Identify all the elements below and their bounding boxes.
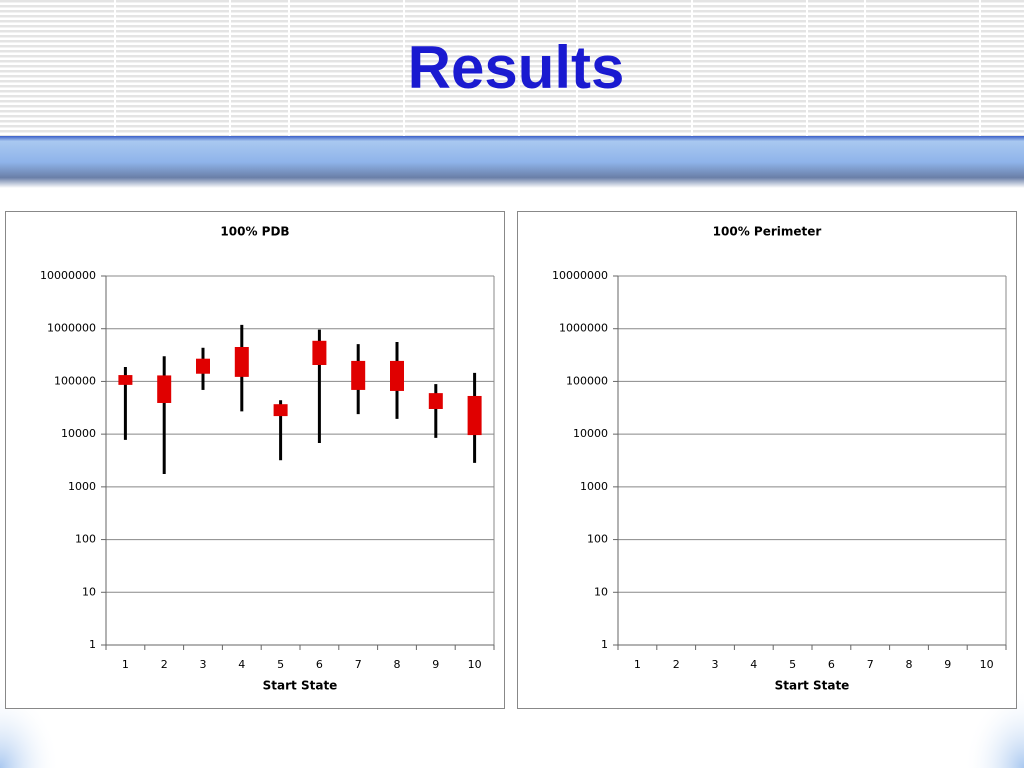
x-tick-label: 8 — [394, 658, 401, 671]
chart-panel — [517, 211, 1017, 709]
box — [273, 404, 288, 417]
y-tick-label: 1000 — [68, 480, 96, 493]
x-tick-label: 3 — [200, 658, 207, 671]
box — [467, 395, 482, 436]
box — [118, 375, 133, 385]
chart-panel — [5, 211, 505, 709]
x-tick-label: 2 — [673, 658, 680, 671]
y-tick-label: 10 — [82, 585, 96, 598]
x-tick-label: 1 — [634, 658, 641, 671]
x-axis-label: Start State — [775, 679, 850, 693]
x-tick-label: 10 — [980, 658, 994, 671]
x-tick-label: 6 — [316, 658, 323, 671]
y-tick-label: 10 — [594, 585, 608, 598]
x-axis-label: Start State — [263, 679, 338, 693]
x-tick-label: 1 — [122, 658, 129, 671]
x-tick-label: 5 — [789, 658, 796, 671]
box — [351, 360, 366, 390]
y-tick-label: 1 — [601, 638, 608, 651]
y-tick-label: 1000000 — [47, 322, 96, 335]
x-tick-label: 2 — [161, 658, 168, 671]
box — [390, 360, 404, 391]
x-tick-label: 6 — [828, 658, 835, 671]
x-tick-label: 7 — [355, 658, 362, 671]
chart-title: 100% Perimeter — [713, 225, 822, 239]
header-band — [0, 136, 1024, 188]
x-tick-label: 4 — [750, 658, 757, 671]
x-tick-label: 9 — [944, 658, 951, 671]
x-tick-label: 8 — [906, 658, 913, 671]
x-tick-label: 9 — [432, 658, 439, 671]
x-tick-label: 3 — [712, 658, 719, 671]
y-tick-label: 1000000 — [559, 322, 608, 335]
y-tick-label: 10000000 — [552, 269, 608, 282]
chart-title: 100% PDB — [220, 225, 289, 239]
y-tick-label: 100000 — [566, 374, 608, 387]
y-tick-label: 10000 — [573, 427, 608, 440]
y-tick-label: 1 — [89, 638, 96, 651]
box — [234, 346, 249, 377]
box — [157, 375, 172, 403]
y-tick-label: 100 — [587, 533, 608, 546]
x-tick-label: 5 — [277, 658, 284, 671]
header-dividers — [114, 0, 981, 136]
y-tick-label: 100000 — [54, 374, 96, 387]
y-tick-label: 1000 — [580, 480, 608, 493]
y-tick-label: 100 — [75, 533, 96, 546]
box — [312, 340, 327, 365]
x-tick-label: 4 — [238, 658, 245, 671]
x-tick-label: 7 — [867, 658, 874, 671]
y-tick-label: 10000 — [61, 427, 96, 440]
box — [196, 358, 210, 374]
slide-title: Results — [408, 34, 625, 101]
header-stripes — [0, 0, 1024, 136]
y-tick-label: 10000000 — [40, 269, 96, 282]
box — [428, 393, 443, 409]
x-tick-label: 10 — [468, 658, 482, 671]
